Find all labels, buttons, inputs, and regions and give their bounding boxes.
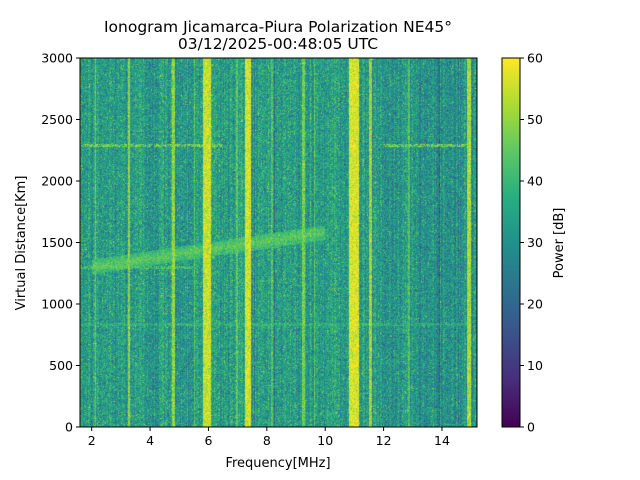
x-tick-label: 8 [263, 433, 271, 448]
y-tick-label: 0 [65, 420, 73, 435]
chart-subtitle: 03/12/2025-00:48:05 UTC [178, 35, 378, 53]
colorbar-label: Power [dB] [552, 208, 567, 279]
x-tick-label: 6 [204, 433, 212, 448]
y-tick-label: 2500 [41, 112, 73, 127]
colorbar-gradient [502, 58, 520, 427]
y-tick-label: 3000 [41, 51, 73, 66]
heatmap-area [79, 57, 478, 428]
x-tick-label: 4 [146, 433, 154, 448]
colorbar-ticks: 0 10 20 30 40 50 60 [520, 51, 543, 435]
y-tick-label: 1000 [41, 297, 73, 312]
x-tick-label: 2 [88, 433, 96, 448]
x-tick-label: 12 [376, 433, 392, 448]
x-tick-label: 14 [434, 433, 450, 448]
colorbar-tick-label: 50 [527, 112, 543, 127]
y-tick-label: 500 [49, 358, 73, 373]
y-tick-label: 2000 [41, 174, 73, 189]
colorbar: 0 10 20 30 40 50 60 Power [dB] [501, 51, 567, 435]
y-axis-label: Virtual Distance[Km] [14, 176, 29, 311]
x-tick-label: 10 [317, 433, 333, 448]
colorbar-tick-label: 20 [527, 297, 543, 312]
colorbar-tick-label: 0 [527, 420, 535, 435]
chart-title: Ionogram Jicamarca-Piura Polarization NE… [104, 18, 452, 36]
colorbar-tick-label: 10 [527, 358, 543, 373]
colorbar-tick-label: 40 [527, 174, 543, 189]
colorbar-tick-label: 30 [527, 235, 543, 250]
colorbar-tick-label: 60 [527, 51, 543, 66]
y-tick-label: 1500 [41, 235, 73, 250]
x-axis-ticks: 2 4 6 8 10 12 14 [88, 427, 450, 448]
x-axis-label: Frequency[MHz] [225, 456, 330, 471]
y-axis-ticks: 0 500 1000 1500 2000 2500 3000 [41, 51, 80, 435]
heatmap-image [80, 58, 477, 427]
